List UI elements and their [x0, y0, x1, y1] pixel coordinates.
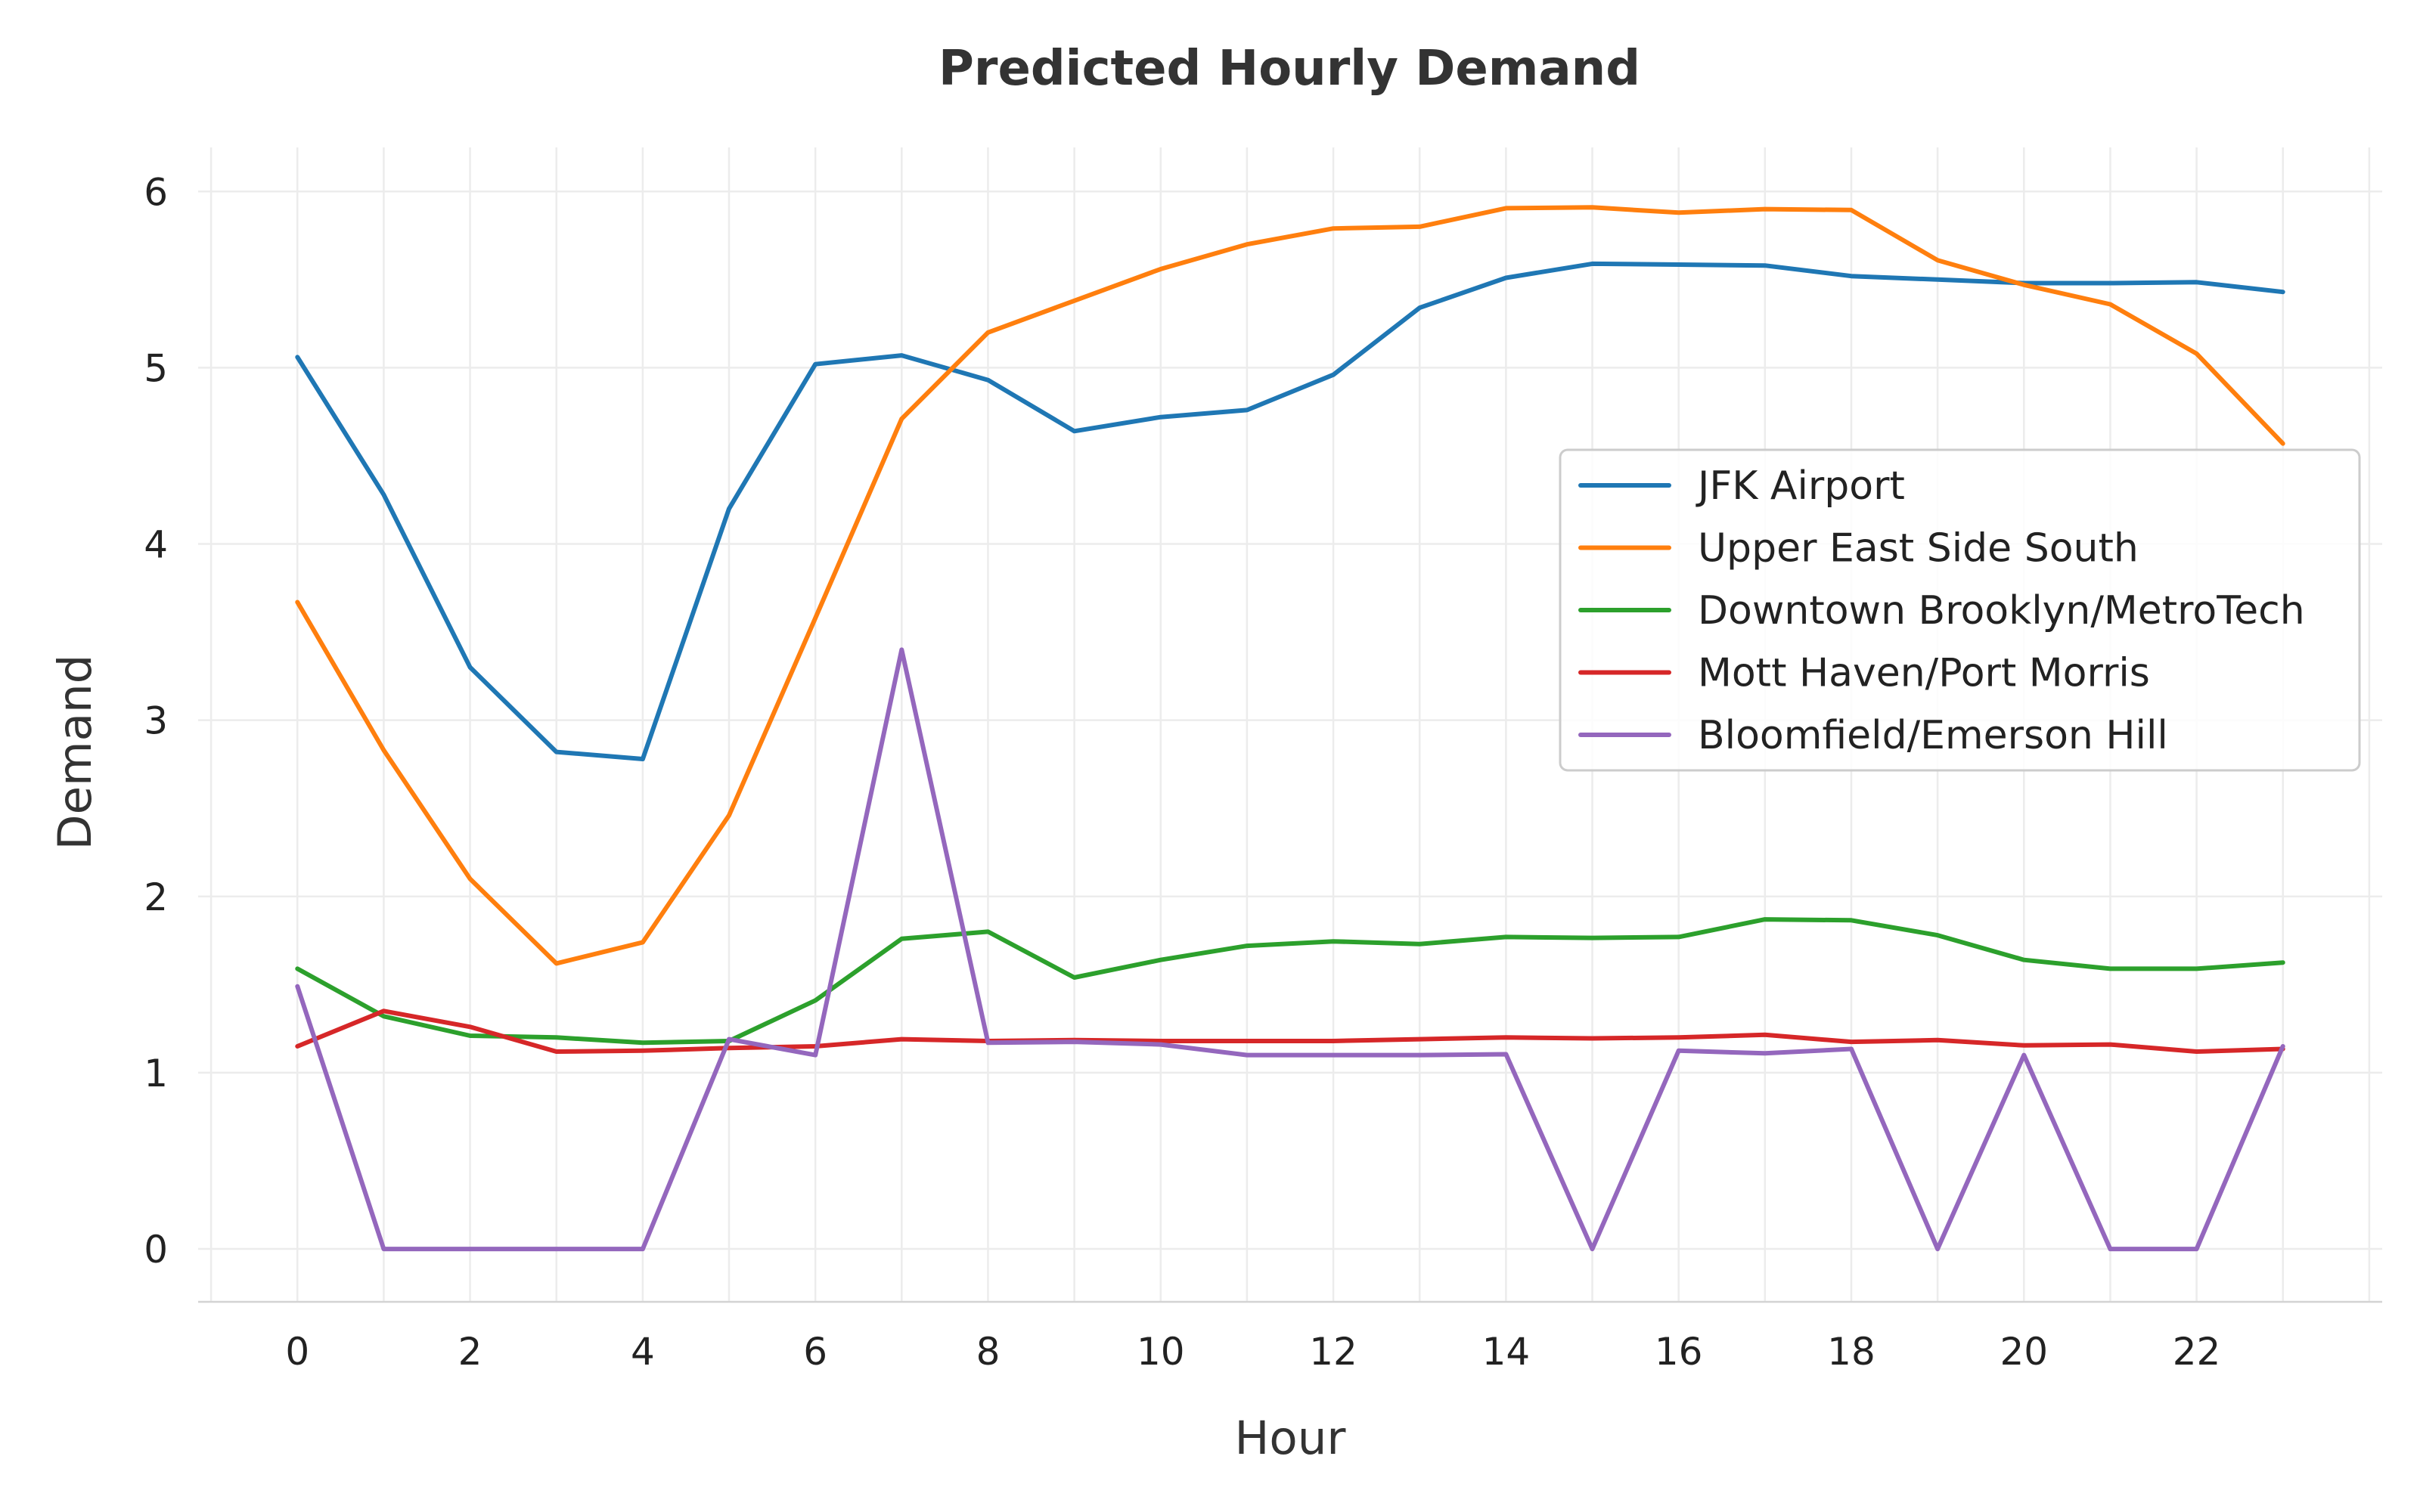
legend: JFK Airport Upper East Side South Downtown… [1559, 448, 2361, 772]
series-line-3 [295, 1009, 2285, 1054]
legend-box [1559, 448, 2361, 772]
legend-label: Mott Haven/Port Morris [1698, 651, 2150, 696]
series-line-4 [295, 647, 2285, 1252]
x-axis-title: Hour [1235, 1411, 1347, 1465]
series-line-1 [295, 205, 2285, 966]
series-line-2 [295, 917, 2285, 1046]
x-tick-label: 2 [458, 1330, 482, 1374]
y-tick-label: 1 [144, 1052, 168, 1095]
x-tick-label: 14 [1482, 1330, 1531, 1374]
x-tick-label: 20 [2000, 1330, 2048, 1374]
x-tick-label: 22 [2173, 1330, 2221, 1374]
y-tick-label: 5 [144, 346, 168, 390]
y-tick-label: 3 [144, 699, 168, 743]
y-tick-label: 2 [144, 875, 168, 919]
series-line-0 [295, 261, 2285, 761]
series-lines [295, 205, 2285, 1252]
y-axis-title: Demand [48, 655, 102, 850]
legend-label: JFK Airport [1696, 463, 1905, 509]
x-tick-label: 6 [803, 1330, 827, 1374]
x-tick-label: 8 [976, 1330, 1001, 1374]
y-tick-label: 0 [144, 1228, 168, 1272]
legend-label: Downtown Brooklyn/MetroTech [1698, 588, 2305, 634]
x-tick-label: 18 [1827, 1330, 1876, 1374]
chart-title: Predicted Hourly Demand [939, 41, 1640, 97]
y-tick-label: 6 [144, 170, 168, 214]
x-tick-label: 12 [1309, 1330, 1357, 1374]
x-tick-label: 16 [1655, 1330, 1703, 1374]
x-tick-label: 4 [631, 1330, 655, 1374]
x-tick-label: 10 [1137, 1330, 1185, 1374]
legend-label: Bloomfield/Emerson Hill [1698, 713, 2168, 758]
legend-label: Upper East Side South [1698, 526, 2139, 572]
y-tick-label: 4 [144, 523, 168, 567]
x-tick-label: 0 [285, 1330, 309, 1374]
